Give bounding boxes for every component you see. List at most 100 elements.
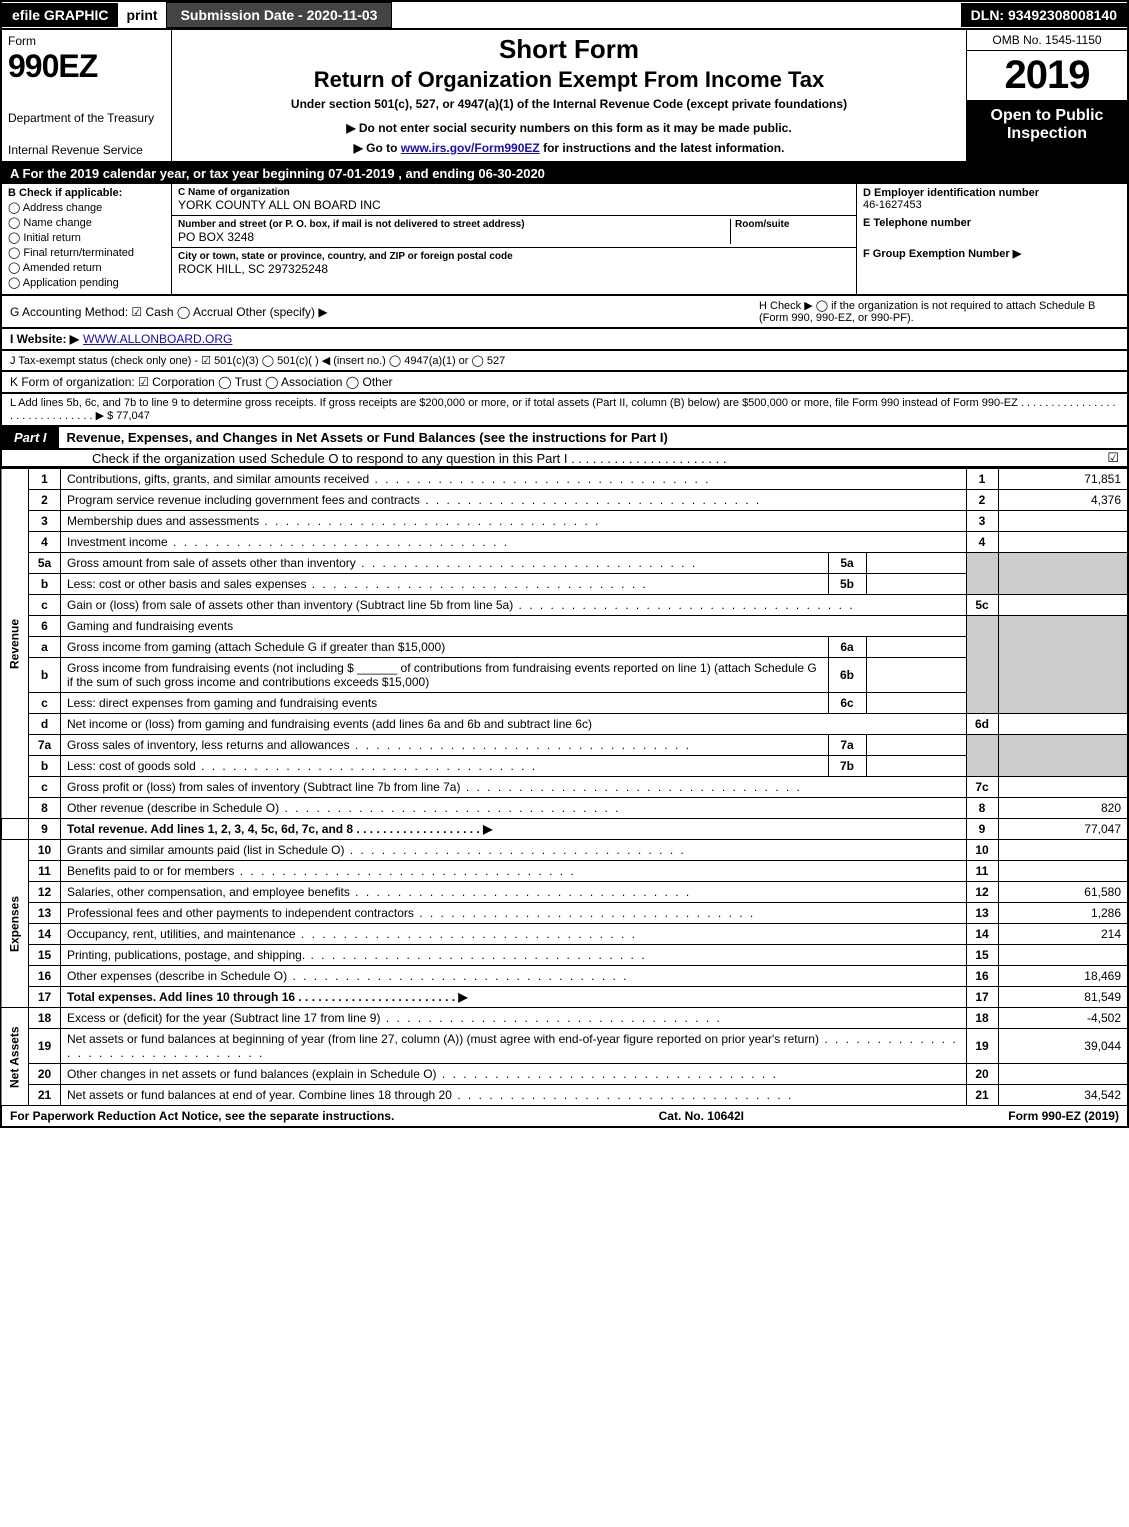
line-6c-desc: Less: direct expenses from gaming and fu… xyxy=(61,693,829,714)
grey-6 xyxy=(966,616,998,714)
omb-number: OMB No. 1545-1150 xyxy=(967,30,1127,51)
line-19-desc: Net assets or fund balances at beginning… xyxy=(67,1032,958,1060)
line-11-desc: Benefits paid to or for members xyxy=(67,864,576,878)
chk-application-pending[interactable]: Application pending xyxy=(8,276,165,289)
website-link[interactable]: WWW.ALLONBOARD.ORG xyxy=(83,332,232,346)
line-6b-no: b xyxy=(29,658,61,693)
line-7c-nobox: 7c xyxy=(966,777,998,798)
line-21-desc: Net assets or fund balances at end of ye… xyxy=(67,1088,793,1102)
tax-year: 2019 xyxy=(967,51,1127,101)
chk-address-change[interactable]: Address change xyxy=(8,201,165,214)
line-2-no: 2 xyxy=(29,490,61,511)
efile-label: efile GRAPHIC xyxy=(2,3,118,27)
line-5a-desc: Gross amount from sale of assets other t… xyxy=(67,556,697,570)
line-11-no: 11 xyxy=(29,861,61,882)
line-5a-sub: 5a xyxy=(828,553,866,574)
line-6a-desc: Gross income from gaming (attach Schedul… xyxy=(61,637,829,658)
line-14-no: 14 xyxy=(29,924,61,945)
d-ein-label: D Employer identification number xyxy=(863,187,1121,199)
line-6b-subval xyxy=(866,658,966,693)
line-7b-sub: 7b xyxy=(828,756,866,777)
org-address: PO BOX 3248 xyxy=(178,230,730,244)
h-schedule-b: H Check ▶ ◯ if the organization is not r… xyxy=(759,299,1119,324)
line-13-amt: 1,286 xyxy=(998,903,1128,924)
line-6c-no: c xyxy=(29,693,61,714)
line-13-desc: Professional fees and other payments to … xyxy=(67,906,755,920)
line-7b-subval xyxy=(866,756,966,777)
line-6a-no: a xyxy=(29,637,61,658)
open-public-inspection: Open to Public Inspection xyxy=(967,101,1127,161)
part-i-checkbox[interactable]: ☑ xyxy=(1107,450,1127,466)
print-button[interactable]: print xyxy=(118,3,165,27)
line-1-nobox: 1 xyxy=(966,469,998,490)
chk-initial-return[interactable]: Initial return xyxy=(8,231,165,244)
line-18-nobox: 18 xyxy=(966,1008,998,1029)
line-8-nobox: 8 xyxy=(966,798,998,819)
line-12-nobox: 12 xyxy=(966,882,998,903)
line-15-amt xyxy=(998,945,1128,966)
line-7c-desc: Gross profit or (loss) from sales of inv… xyxy=(67,780,802,794)
line-8-amt: 820 xyxy=(998,798,1128,819)
line-2-amt: 4,376 xyxy=(998,490,1128,511)
line-12-no: 12 xyxy=(29,882,61,903)
line-6a-sub: 6a xyxy=(828,637,866,658)
form-number: 990EZ xyxy=(8,48,165,85)
line-5c-nobox: 5c xyxy=(966,595,998,616)
subtitle-under-section: Under section 501(c), 527, or 4947(a)(1)… xyxy=(182,97,956,111)
c-name-label: C Name of organization xyxy=(178,187,850,198)
line-7a-no: 7a xyxy=(29,735,61,756)
f-group-exemption: F Group Exemption Number ▶ xyxy=(863,247,1121,260)
chk-final-return[interactable]: Final return/terminated xyxy=(8,246,165,259)
line-15-nobox: 15 xyxy=(966,945,998,966)
line-a-tax-year: A For the 2019 calendar year, or tax yea… xyxy=(0,163,1129,184)
line-7b-no: b xyxy=(29,756,61,777)
org-city: ROCK HILL, SC 297325248 xyxy=(178,262,850,276)
line-5b-subval xyxy=(866,574,966,595)
line-17-no: 17 xyxy=(29,987,61,1008)
line-10-desc: Grants and similar amounts paid (list in… xyxy=(67,843,686,857)
line-6b-desc: Gross income from fundraising events (no… xyxy=(61,658,829,693)
section-expenses: Expenses xyxy=(1,840,29,1008)
chk-name-change[interactable]: Name change xyxy=(8,216,165,229)
k-form-of-organization: K Form of organization: ☑ Corporation ◯ … xyxy=(0,372,1129,394)
line-6d-desc: Net income or (loss) from gaming and fun… xyxy=(61,714,967,735)
line-3-desc: Membership dues and assessments xyxy=(67,514,600,528)
line-16-no: 16 xyxy=(29,966,61,987)
room-suite-label: Room/suite xyxy=(735,219,850,230)
line-13-no: 13 xyxy=(29,903,61,924)
ein-value: 46-1627453 xyxy=(863,199,1121,211)
line-18-amt: -4,502 xyxy=(998,1008,1128,1029)
line-17-amt: 81,549 xyxy=(998,987,1128,1008)
line-13-nobox: 13 xyxy=(966,903,998,924)
line-6c-subval xyxy=(866,693,966,714)
line-3-nobox: 3 xyxy=(966,511,998,532)
line-20-no: 20 xyxy=(29,1064,61,1085)
line-21-no: 21 xyxy=(29,1085,61,1106)
g-accounting-method: G Accounting Method: ☑ Cash ◯ Accrual Ot… xyxy=(10,305,328,319)
footer-form: Form 990-EZ (2019) xyxy=(1008,1109,1119,1123)
line-7a-subval xyxy=(866,735,966,756)
line-20-nobox: 20 xyxy=(966,1064,998,1085)
line-5c-amt xyxy=(998,595,1128,616)
line-4-no: 4 xyxy=(29,532,61,553)
line-16-amt: 18,469 xyxy=(998,966,1128,987)
line-18-desc: Excess or (deficit) for the year (Subtra… xyxy=(67,1011,722,1025)
line-14-desc: Occupancy, rent, utilities, and maintena… xyxy=(67,927,637,941)
grey-7 xyxy=(966,735,998,777)
line-11-amt xyxy=(998,861,1128,882)
line-21-amt: 34,542 xyxy=(998,1085,1128,1106)
dept-treasury: Department of the Treasury xyxy=(8,111,165,125)
top-bar: efile GRAPHIC print Submission Date - 20… xyxy=(0,0,1129,30)
line-1-amt: 71,851 xyxy=(998,469,1128,490)
line-5b-no: b xyxy=(29,574,61,595)
line-18-no: 18 xyxy=(29,1008,61,1029)
line-19-nobox: 19 xyxy=(966,1029,998,1064)
line-9-no: 9 xyxy=(29,819,61,840)
irs-link[interactable]: www.irs.gov/Form990EZ xyxy=(401,141,540,155)
line-10-amt xyxy=(998,840,1128,861)
line-17-desc: Total expenses. Add lines 10 through 16 … xyxy=(67,990,468,1004)
warning-no-ssn: ▶ Do not enter social security numbers o… xyxy=(182,121,956,135)
part-i-check-text: Check if the organization used Schedule … xyxy=(2,451,726,466)
chk-amended-return[interactable]: Amended return xyxy=(8,261,165,274)
form-header: Form 990EZ Department of the Treasury In… xyxy=(0,30,1129,163)
